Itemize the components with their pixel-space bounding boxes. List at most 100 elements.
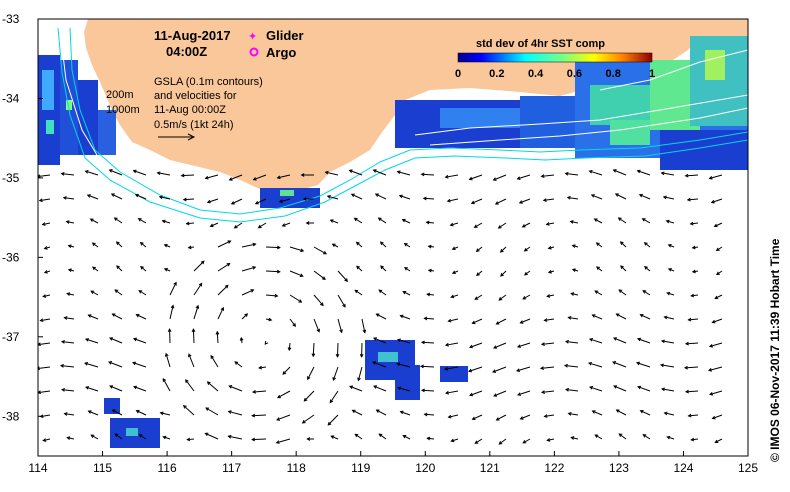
- velocity-arrow: [712, 414, 723, 419]
- velocity-arrow-head: [569, 220, 574, 224]
- velocity-arrow-head: [38, 366, 40, 371]
- velocity-arrow: [255, 198, 267, 205]
- y-axis: -33 -34 -35 -36 -37 -38: [2, 12, 43, 423]
- velocity-arrow-head: [663, 315, 668, 320]
- velocity-arrow-head: [60, 388, 65, 392]
- velocity-arrow-head: [134, 193, 139, 198]
- colorbar-tick-label: 0.6: [567, 68, 582, 80]
- velocity-arrow-head: [667, 268, 672, 272]
- velocity-arrow: [400, 411, 411, 416]
- velocity-arrow: [469, 174, 483, 180]
- velocity-arrow: [282, 366, 291, 375]
- velocity-arrow-head: [691, 245, 696, 250]
- velocity-arrow-head: [276, 417, 281, 421]
- velocity-arrow-head: [163, 267, 168, 272]
- velocity-arrow: [691, 294, 699, 297]
- velocity-arrow-head: [90, 290, 95, 294]
- velocity-arrow-head: [451, 246, 456, 251]
- velocity-arrow-head: [182, 197, 187, 202]
- velocity-arrow-head: [89, 218, 94, 222]
- velocity-arrow: [259, 366, 267, 369]
- velocity-arrow: [157, 172, 171, 176]
- velocity-arrow-head: [39, 318, 44, 323]
- velocity-arrow-head: [492, 369, 497, 373]
- velocity-arrow-head: [521, 224, 526, 228]
- velocity-arrow-head: [543, 318, 548, 322]
- velocity-arrow: [43, 438, 51, 442]
- velocity-arrow-head: [643, 242, 648, 246]
- velocity-arrow: [616, 313, 627, 320]
- velocity-arrow-head: [43, 246, 48, 250]
- velocity-arrow: [500, 246, 507, 253]
- velocity-arrow-head: [450, 438, 455, 443]
- velocity-arrow-head: [618, 433, 623, 437]
- velocity-arrow: [329, 390, 339, 403]
- velocity-arrow-head: [612, 361, 617, 365]
- velocity-arrow-head: [342, 303, 346, 308]
- velocity-arrow-head: [228, 177, 233, 181]
- velocity-arrow-head: [375, 313, 380, 317]
- velocity-arrow-head: [332, 376, 336, 382]
- velocity-arrow-head: [473, 224, 478, 228]
- velocity-arrow: [522, 294, 531, 300]
- velocity-arrow: [524, 246, 531, 252]
- velocity-arrow-head: [666, 291, 671, 296]
- velocity-arrow: [325, 171, 339, 176]
- velocity-arrow-head: [329, 399, 334, 404]
- velocity-arrow-head: [349, 385, 354, 389]
- velocity-arrow-head: [67, 268, 72, 273]
- velocity-arrow-head: [636, 361, 641, 366]
- velocity-arrow-head: [588, 169, 593, 174]
- velocity-arrow: [64, 317, 75, 320]
- velocity-arrow-head: [714, 295, 719, 300]
- velocity-arrow-head: [115, 241, 120, 246]
- velocity-arrow: [38, 390, 51, 394]
- velocity-arrow: [210, 355, 219, 368]
- velocity-arrow: [159, 196, 171, 200]
- velocity-arrow: [332, 366, 339, 381]
- velocity-arrow: [60, 365, 75, 368]
- velocity-arrow-head: [498, 297, 503, 301]
- velocity-arrow-head: [226, 263, 231, 267]
- x-tick-label: 116: [158, 461, 177, 475]
- velocity-arrow: [241, 289, 254, 296]
- velocity-arrow: [205, 407, 219, 416]
- velocity-arrow: [544, 318, 555, 321]
- velocity-arrow: [165, 353, 171, 368]
- velocity-arrow: [373, 385, 387, 392]
- velocity-arrow-head: [339, 329, 343, 334]
- velocity-arrow-head: [660, 339, 665, 344]
- colorbar-tick-label: 0: [455, 68, 461, 80]
- velocity-arrow: [640, 410, 651, 416]
- velocity-arrow: [404, 243, 411, 248]
- velocity-arrow: [61, 173, 75, 176]
- velocity-arrow: [399, 195, 411, 200]
- velocity-arrow: [708, 366, 723, 371]
- gsla-line-3: 11-Aug 00:00Z: [154, 104, 226, 116]
- velocity-arrow-head: [397, 386, 402, 391]
- velocity-arrow-head: [362, 329, 367, 334]
- velocity-arrow: [571, 292, 579, 296]
- velocity-arrow: [169, 305, 174, 320]
- velocity-arrow-head: [547, 269, 552, 274]
- x-tick-label: 121: [480, 461, 500, 475]
- velocity-arrow: [312, 342, 315, 357]
- velocity-arrow: [642, 218, 651, 224]
- velocity-arrow-head: [276, 269, 281, 274]
- velocity-arrow-head: [161, 219, 166, 224]
- velocity-arrow-head: [305, 221, 310, 225]
- velocity-arrow: [205, 174, 219, 179]
- velocity-arrow-head: [224, 284, 229, 289]
- argo-ring-icon: [249, 47, 259, 57]
- velocity-arrow: [109, 169, 123, 176]
- velocity-arrow: [715, 438, 723, 443]
- velocity-arrow: [307, 366, 315, 380]
- velocity-arrow-head: [351, 409, 356, 414]
- scale-arrow-head: [187, 133, 196, 141]
- velocity-arrow: [140, 266, 147, 272]
- velocity-arrow: [85, 386, 99, 392]
- velocity-arrow: [688, 318, 699, 321]
- velocity-arrow-head: [374, 193, 379, 197]
- velocity-arrow-head: [84, 170, 89, 174]
- velocity-arrow-head: [277, 394, 281, 399]
